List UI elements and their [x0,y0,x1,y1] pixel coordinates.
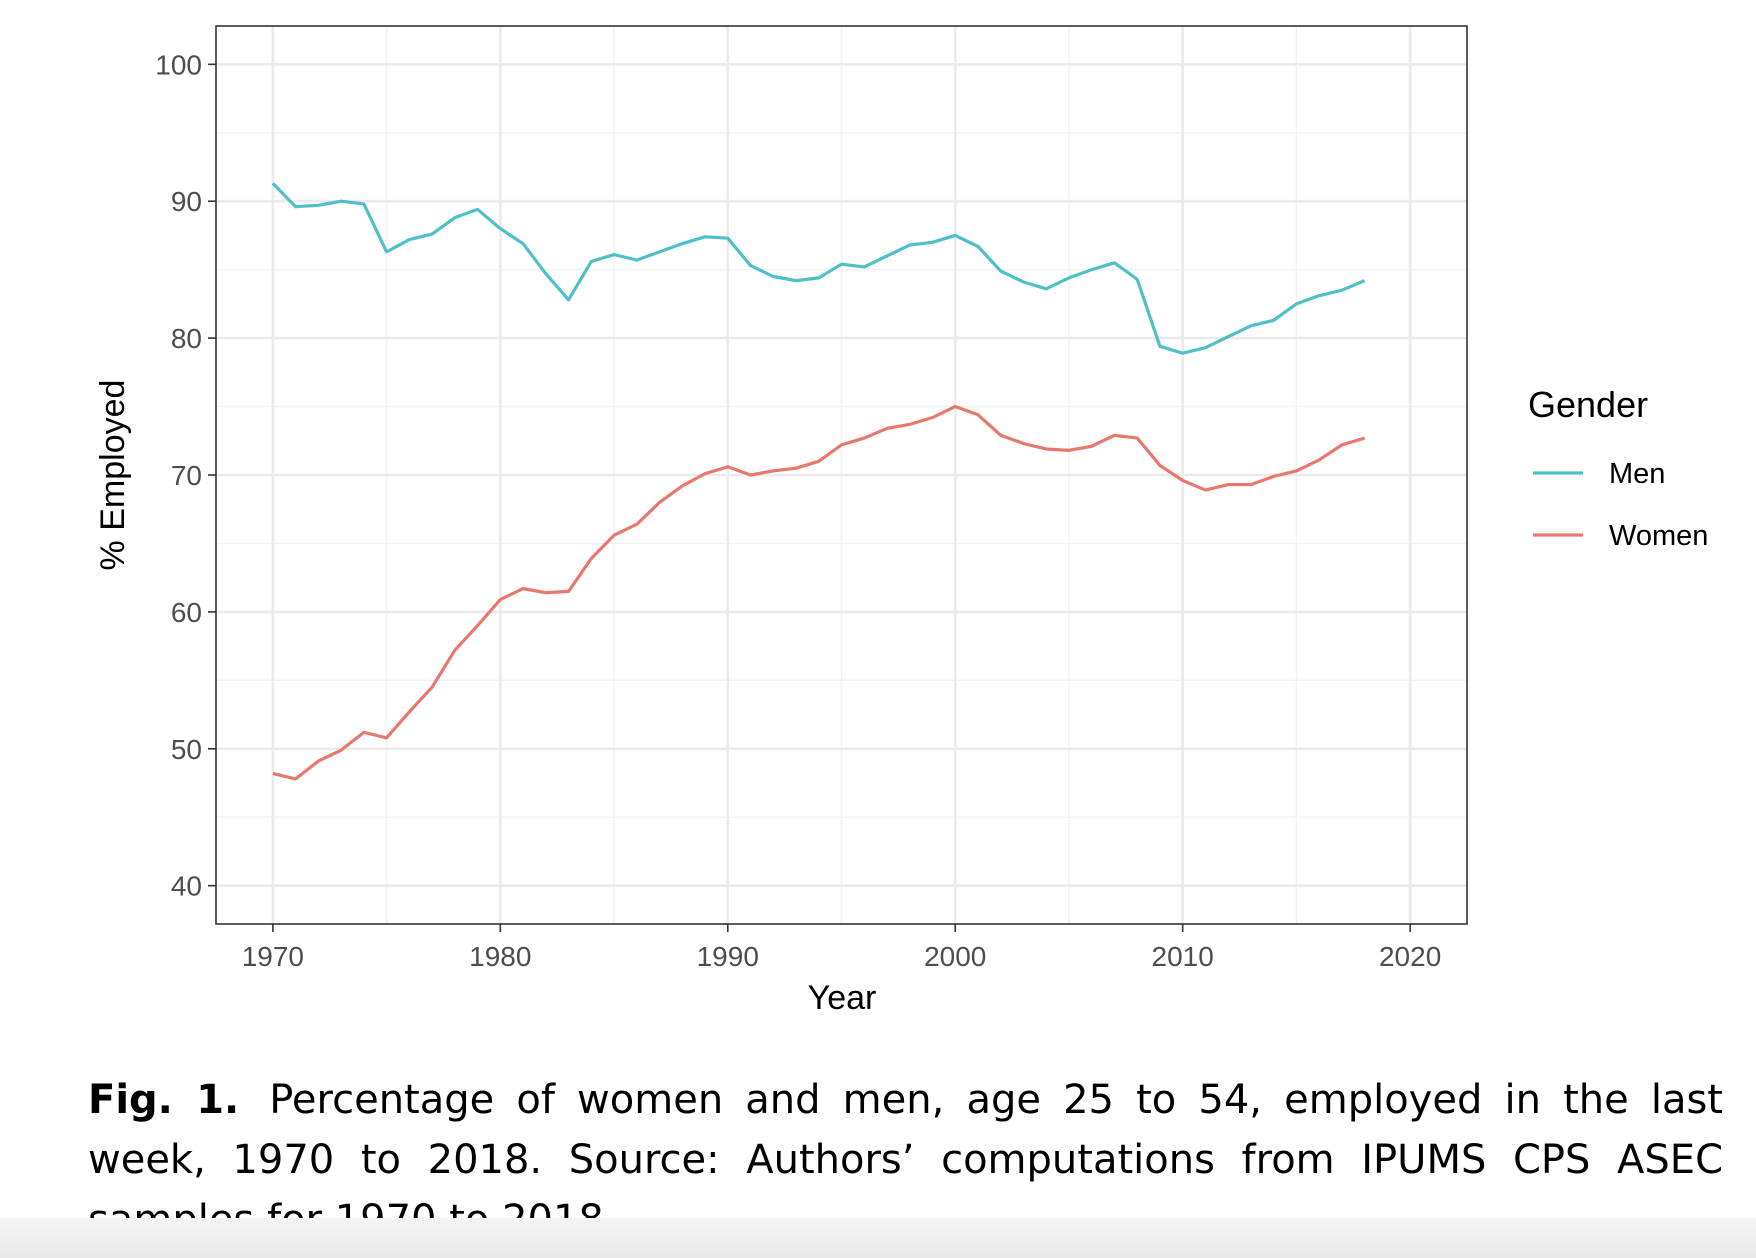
series-lines [271,182,1366,781]
line-chart: 40 50 60 70 80 90 100 1970 1980 1990 2000 2010 2020… [94,25,1708,1017]
x-tick-label: 2000 [924,941,986,972]
legend-title: Gender [1528,384,1648,425]
y-tick-label: 80 [171,323,202,354]
x-tick-label: 2020 [1379,941,1441,972]
legend-label-men: Men [1609,458,1665,490]
x-axis: 1970 1980 1990 2000 2010 2020 [242,924,1441,972]
y-axis: 40 50 60 70 80 90 100 [155,49,216,902]
series-line-men [271,182,1366,355]
legend-label-women: Women [1609,520,1708,552]
y-tick-label: 90 [171,186,202,217]
legend-items: Men Women [1533,458,1708,552]
x-tick-label: 1980 [469,941,531,972]
x-axis-title: Year [808,979,877,1017]
legend: Gender Men Women [1528,384,1708,552]
x-tick-label: 1970 [242,941,304,972]
x-tick-label: 2010 [1152,941,1214,972]
y-axis-title: % Employed [94,380,132,571]
y-tick-label: 100 [155,49,202,80]
figure-label: Fig. 1. [88,1077,240,1123]
series-line-women [272,404,1366,781]
x-tick-label: 1990 [697,941,759,972]
y-tick-label: 70 [171,460,202,491]
y-tick-label: 40 [171,871,202,902]
y-tick-label: 50 [171,734,202,765]
window-bottom-bar [0,1218,1756,1258]
y-tick-label: 60 [171,597,202,628]
